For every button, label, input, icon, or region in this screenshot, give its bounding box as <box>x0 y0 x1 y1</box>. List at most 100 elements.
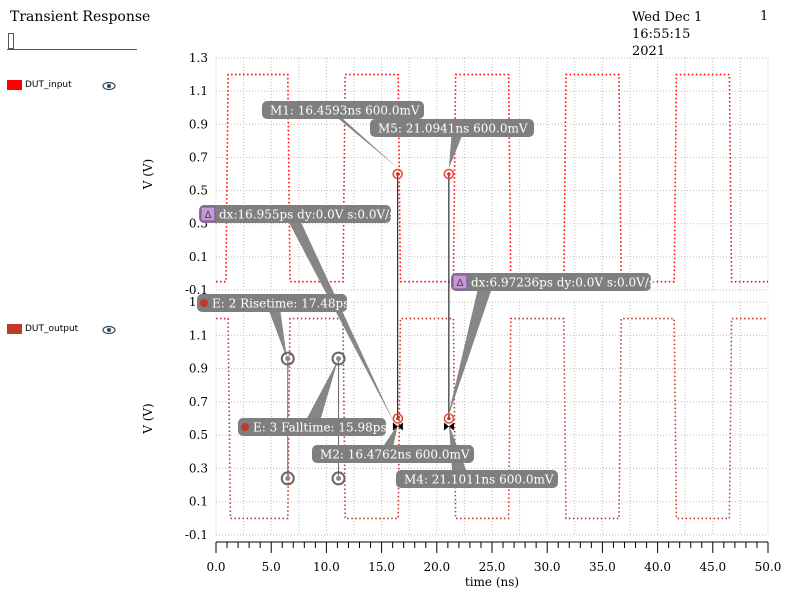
callout-pointer <box>268 308 287 359</box>
delta-marker <box>443 422 449 431</box>
label-text: dx:6.97236ps dy:0.0V s:0.0V/s <box>471 276 655 290</box>
label-box <box>199 205 391 223</box>
measurement-point <box>285 356 291 362</box>
label-box <box>262 101 424 119</box>
eye-icon[interactable] <box>102 81 116 91</box>
y-tick-label: 1.1 <box>189 328 208 342</box>
marker-point <box>447 172 451 176</box>
label-box <box>312 445 474 463</box>
label-box <box>396 470 558 488</box>
marker-label-m1: M1: 16.4593ns 600.0mV <box>262 101 424 119</box>
label-box <box>238 418 386 436</box>
delta-icon: Δ <box>457 278 464 289</box>
delta-icon: Δ <box>205 210 212 221</box>
measurement-point <box>331 351 346 366</box>
marker-point <box>447 416 451 421</box>
delta-marker <box>448 422 454 431</box>
label-box <box>370 119 534 137</box>
y-tick-label: 0.9 <box>189 117 208 131</box>
measurement-dot-icon <box>241 423 249 431</box>
delta-icon <box>452 274 468 290</box>
timestamp-year: 2021 <box>632 44 666 59</box>
eye-icon[interactable] <box>102 325 116 335</box>
x-tick-label: 5.0 <box>262 560 281 574</box>
marker-point <box>392 413 404 424</box>
x-tick-label: 25.0 <box>479 560 506 574</box>
y-tick-label: 0.3 <box>189 461 208 475</box>
title-input[interactable] <box>7 31 137 50</box>
label-box <box>451 273 651 291</box>
page-number: 1 <box>760 9 769 24</box>
callout-pointer <box>448 128 462 168</box>
y-tick-label: -0.1 <box>185 528 208 542</box>
x-tick-label: 50.0 <box>755 560 782 574</box>
y-tick-label: 0.5 <box>189 428 208 442</box>
marker-label-m5: M5: 21.0941ns 600.0mV <box>370 119 534 137</box>
y-tick-label: 0.9 <box>189 362 208 376</box>
callout-pointer <box>446 280 492 421</box>
text-cursor <box>8 33 14 49</box>
x-tick-label: 35.0 <box>589 560 616 574</box>
x-tick-label: 10.0 <box>313 560 340 574</box>
legend-swatch <box>7 80 22 90</box>
measurement-dot-icon <box>200 299 208 307</box>
measurement-point <box>336 356 342 362</box>
legend-label: DUT_input <box>25 80 72 90</box>
legend-item-dut-input[interactable]: DUT_input <box>7 80 72 90</box>
y-tick-label: 0.1 <box>189 250 208 264</box>
label-text: E: 2 Risetime: 17.48ps <box>212 297 349 311</box>
measurement-point <box>285 475 291 481</box>
timestamp: Wed Dec 1 16:55:15 2021 <box>632 9 752 60</box>
marker-label-m4: M4: 21.1011ns 600.0mV <box>396 470 558 488</box>
y-tick-label: 1.3 <box>189 51 208 65</box>
measurement-label-falltime: E: 3 Falltime: 15.98ps <box>238 418 387 436</box>
y-tick-label: 1.1 <box>189 84 208 98</box>
label-text: M1: 16.4593ns 600.0mV <box>270 104 420 118</box>
label-text: dx:16.955ps dy:0.0V s:0.0V/s <box>219 208 395 222</box>
marker-label-m2: M2: 16.4762ns 600.0mV <box>312 445 474 463</box>
chart-title: Transient Response <box>10 9 151 25</box>
series-line-dut-input <box>216 73 768 283</box>
measurement-label-risetime: E: 2 Risetime: 17.48ps <box>197 294 349 312</box>
measurement-point <box>331 471 346 486</box>
delta-marker <box>397 422 403 431</box>
y-tick-label: 0.5 <box>189 184 208 198</box>
x-tick-label: 30.0 <box>534 560 561 574</box>
x-tick-label: 45.0 <box>699 560 726 574</box>
timestamp-date: Wed Dec 1 16:55:15 <box>632 10 703 42</box>
y-tick-label: 0.7 <box>189 150 208 164</box>
marker-point <box>443 413 455 424</box>
label-box <box>197 294 347 312</box>
callout-pointer <box>284 213 394 423</box>
label-text: M5: 21.0941ns 600.0mV <box>378 122 528 136</box>
marker-point <box>392 168 404 180</box>
marker-point <box>395 172 400 176</box>
y-tick-label: 0.1 <box>189 495 208 509</box>
x-tick-label: 40.0 <box>644 560 671 574</box>
x-tick-label: 0.0 <box>206 560 225 574</box>
callout-pointer <box>328 110 398 168</box>
marker-point <box>396 416 400 421</box>
marker-point <box>443 168 455 180</box>
measurement-point <box>280 351 295 366</box>
x-axis-label: time (ns) <box>465 575 519 589</box>
label-text: M4: 21.1011ns 600.0mV <box>404 473 554 487</box>
legend-item-dut-output[interactable]: DUT_output <box>7 324 78 334</box>
y-tick-label: 0.7 <box>189 395 208 409</box>
delta-icon <box>200 206 216 222</box>
legend-swatch <box>7 324 22 334</box>
y-tick-label: -0.1 <box>185 283 208 297</box>
label-text: E: 3 Falltime: 15.98ps <box>253 421 387 435</box>
measurement-point <box>336 475 342 481</box>
x-tick-label: 15.0 <box>368 560 395 574</box>
delta-marker <box>392 422 398 431</box>
callout-pointer <box>305 360 338 428</box>
x-tick-label: 20.0 <box>423 560 450 574</box>
legend-label: DUT_output <box>25 324 79 334</box>
measurement-point <box>280 471 295 486</box>
y-axis-label: V (V) <box>141 403 155 435</box>
label-text: M2: 16.4762ns 600.0mV <box>320 448 470 462</box>
